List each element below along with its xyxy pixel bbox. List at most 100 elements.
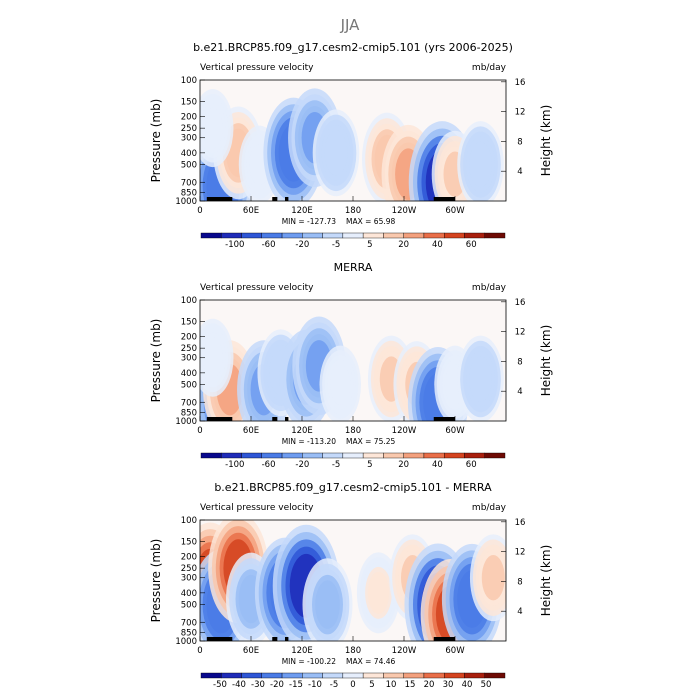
x-tick-label-3: 180 — [345, 426, 361, 436]
y-tick-label-5: 400 — [181, 149, 197, 159]
x-tick-label-2: 120E — [291, 646, 313, 656]
y-right-tick-label-0: 16 — [515, 78, 526, 88]
y-tick-label-9: 1000 — [175, 417, 197, 427]
colorbar-tick-12: 30 — [443, 680, 454, 690]
y-right-tick-label-3: 4 — [517, 167, 522, 177]
min-label: MIN = -127.73 — [282, 217, 337, 226]
y-right-tick-label-1: 12 — [515, 328, 526, 338]
colorbar-tick-0: -100 — [225, 460, 244, 470]
y-tick-label-2: 200 — [181, 112, 197, 122]
colorbar-swatch-11 — [423, 672, 445, 679]
colorbar-swatch-0 — [200, 672, 222, 679]
colorbar-tick-10: 15 — [405, 680, 416, 690]
colorbar-swatch-14 — [484, 452, 506, 459]
min-label: MIN = -113.20 — [282, 437, 337, 446]
colorbar-swatch-8 — [362, 452, 384, 459]
panels: b.e21.BRCP85.f09_g17.cesm2-cmip5.101 (yr… — [149, 41, 553, 690]
y-right-axis-title: Height (km) — [539, 325, 553, 396]
y-tick-label-3: 250 — [181, 564, 197, 574]
x-tick-label-1: 60E — [243, 426, 259, 436]
topography-0 — [206, 637, 233, 641]
x-tick-label-4: 120W — [392, 646, 417, 656]
variable-label: Vertical pressure velocity — [200, 503, 314, 513]
colorbar-swatch-1 — [221, 232, 242, 239]
y-tick-label-2: 200 — [181, 332, 197, 342]
y-tick-label-8: 850 — [181, 628, 197, 638]
field-cell-5-4 — [324, 130, 348, 176]
colorbar-swatch-12 — [444, 672, 465, 679]
field-layer — [200, 316, 504, 421]
colorbar-swatch-13 — [464, 232, 485, 239]
y-right-tick-label-2: 8 — [517, 577, 522, 587]
topography-3 — [433, 417, 455, 421]
y-tick-label-9: 1000 — [175, 197, 197, 207]
colorbar-swatch-1 — [221, 672, 242, 679]
x-tick-label-2: 120E — [291, 426, 313, 436]
x-tick-label-3: 180 — [345, 646, 361, 656]
y-right-tick-label-2: 8 — [517, 357, 522, 367]
topography-1 — [272, 197, 278, 201]
colorbar-swatch-7 — [342, 452, 364, 459]
topography-1 — [272, 417, 278, 421]
y-tick-label-8: 850 — [181, 408, 197, 418]
y-tick-label-3: 250 — [181, 124, 197, 134]
topography-3 — [433, 197, 455, 201]
field-cell-11-4 — [202, 107, 223, 149]
colorbar-swatch-8 — [362, 672, 384, 679]
colorbar-swatch-5 — [302, 232, 323, 239]
colorbar-swatch-9 — [383, 232, 404, 239]
colorbar-swatch-0 — [200, 452, 222, 459]
units-label: mb/day — [472, 503, 507, 513]
max-label: MAX = 75.25 — [346, 437, 395, 446]
y-tick-label-6: 500 — [181, 601, 197, 611]
field-layer — [200, 88, 504, 201]
x-tick-label-1: 60E — [243, 646, 259, 656]
x-tick-label-5: 60W — [445, 206, 465, 216]
colorbar-swatch-8 — [362, 232, 384, 239]
colorbar-tick-4: -15 — [289, 680, 303, 690]
field-cell-10-4 — [469, 141, 492, 188]
colorbar-tick-5: 20 — [398, 240, 409, 250]
colorbar-swatch-7 — [342, 232, 364, 239]
y-right-tick-label-3: 4 — [517, 607, 522, 617]
x-tick-label-3: 180 — [345, 206, 361, 216]
topography-0 — [206, 417, 233, 421]
panel-title: b.e21.BRCP85.f09_g17.cesm2-cmip5.101 - M… — [214, 481, 492, 494]
x-tick-label-2: 120E — [291, 206, 313, 216]
y-tick-label-1: 150 — [181, 317, 197, 327]
y-tick-label-4: 300 — [181, 354, 197, 364]
y-tick-label-7: 700 — [181, 398, 197, 408]
colorbar-swatch-10 — [403, 232, 425, 239]
y-tick-label-7: 700 — [181, 178, 197, 188]
colorbar-tick-3: -5 — [332, 240, 340, 250]
colorbar-swatch-14 — [484, 672, 506, 679]
y-tick-label-1: 150 — [181, 97, 197, 107]
colorbar-swatch-3 — [261, 452, 283, 459]
colorbar-swatch-5 — [302, 672, 323, 679]
field-cell-11-4 — [469, 356, 492, 402]
colorbar-swatch-6 — [322, 452, 344, 459]
colorbar-tick-6: 40 — [432, 240, 443, 250]
colorbar-tick-4: 5 — [367, 240, 372, 250]
topography-1 — [272, 637, 278, 641]
colorbar-tick-4: 5 — [367, 460, 372, 470]
field-cell-12-4 — [202, 337, 223, 379]
colorbar-swatch-12 — [444, 232, 465, 239]
colorbar-tick-2: -20 — [295, 240, 309, 250]
topography-0 — [206, 197, 233, 201]
colorbar-swatch-5 — [302, 452, 323, 459]
panel-2: MERRA Vertical pressure velocity mb/day 100… — [149, 261, 553, 470]
x-tick-label-4: 120W — [392, 206, 417, 216]
colorbar-swatch-0 — [200, 232, 222, 239]
x-tick-label-0: 0 — [197, 426, 202, 436]
max-label: MAX = 65.98 — [346, 217, 395, 226]
y-tick-label-1: 150 — [181, 537, 197, 547]
x-tick-label-1: 60E — [243, 206, 259, 216]
colorbar-swatch-3 — [261, 672, 283, 679]
panel-title: MERRA — [334, 261, 373, 274]
y-tick-label-0: 100 — [181, 296, 197, 306]
colorbar-swatch-4 — [281, 232, 303, 239]
colorbar-swatch-9 — [383, 452, 404, 459]
x-tick-label-5: 60W — [445, 426, 465, 436]
colorbar-tick-2: -20 — [295, 460, 309, 470]
